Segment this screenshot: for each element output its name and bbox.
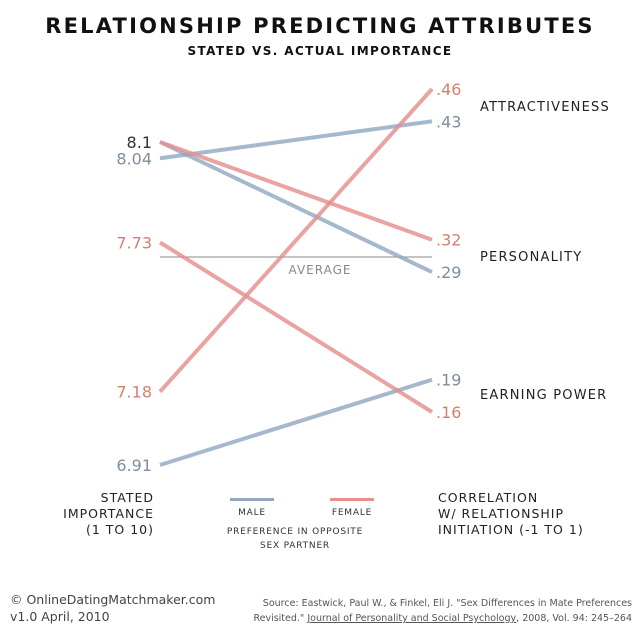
legend-male-swatch [230,498,274,501]
category-label-personality: PERSONALITY [480,250,582,265]
legend-caption-line: PREFERENCE IN OPPOSITE [226,527,364,537]
series-line-female-personality [159,140,433,242]
stated-value-label: 8.1 [127,133,152,152]
right-axis-title-line: CORRELATION [438,490,539,505]
legend-female-swatch [330,498,374,501]
right-axis-title-line: INITIATION (-1 TO 1) [438,522,584,537]
legend-female-label: FEMALE [331,508,373,518]
correlation-value-label: .43 [436,112,461,131]
chart-subtitle: STATED VS. ACTUAL IMPORTANCE [187,44,453,58]
series-line-male-earning-power [159,377,433,467]
stated-value-label: 8.04 [116,149,152,168]
source-line-1: Source: Eastwick, Paul W., & Finkel, Eli… [262,598,632,609]
right-axis-title-line: W/ RELATIONSHIP [438,506,565,521]
left-axis-title-line: (1 TO 10) [85,522,154,537]
average-label: AVERAGE [289,263,352,277]
correlation-value-label: .32 [436,231,461,250]
stated-value-label: 7.18 [116,383,152,402]
chart-title: RELATIONSHIP PREDICTING ATTRIBUTES [45,14,595,38]
legend-caption-line: SEX PARTNER [259,541,330,551]
series-line-female-attractiveness [158,87,434,394]
left-axis-title-line: STATED [100,490,154,505]
source-citation: Source: Eastwick, Paul W., & Finkel, Eli… [252,596,632,626]
journal-link[interactable]: Journal of Personality and Social Psycho… [307,613,517,624]
stated-value-label: 6.91 [116,456,152,475]
series-line-female-earning-power [158,240,434,414]
correlation-value-label: .29 [436,263,461,282]
source-line-2: Revisited." Journal of Personality and S… [252,611,632,626]
left-axis-title-line: IMPORTANCE [63,506,154,521]
footer-credits: © OnlineDatingMatchmaker.com v1.0 April,… [10,591,215,625]
legend-caption: PREFERENCE IN OPPOSITE SEX PARTNER [200,525,390,553]
source-prefix: Revisited." [253,613,308,624]
category-label-attractiveness: ATTRACTIVENESS [480,100,610,115]
correlation-value-label: .19 [436,371,461,390]
legend-female: FEMALE [307,498,397,518]
right-axis-title: CORRELATION W/ RELATIONSHIP INITIATION (… [438,490,584,538]
copyright-text: © OnlineDatingMatchmaker.com [10,592,216,607]
stated-value-label: 7.73 [116,233,152,252]
correlation-value-label: .46 [436,80,461,99]
series-line-male-attractiveness [159,119,433,161]
correlation-value-label: .16 [436,403,461,422]
series-line-male-personality [159,140,433,274]
category-label-earning-power: EARNING POWER [480,388,607,403]
version-text: v1.0 April, 2010 [10,609,110,624]
legend-male: MALE [207,498,297,518]
source-suffix: , 2008, Vol. 94: 245–264 [516,613,632,624]
legend-male-label: MALE [238,508,266,518]
left-axis-title: STATED IMPORTANCE (1 TO 10) [63,490,154,538]
